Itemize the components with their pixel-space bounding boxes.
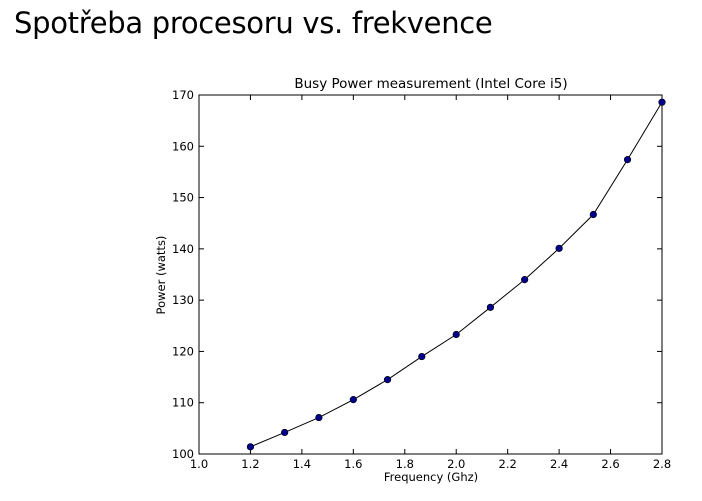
plot-area: 1.0 1.2 1.4 1.6 1.8 2.0 2.2 2.4 2.6 2.8 100 110 120 1… [172,88,671,471]
data-point [623,156,632,164]
y-tick-label: 130 [172,293,194,307]
slide-title: Spotřeba procesoru vs. frekvence [14,6,493,40]
x-tick-label: 1.8 [396,457,414,471]
x-axis-label: Frequency (Ghz) [384,470,478,484]
y-tick-label: 120 [172,344,194,358]
data-point [281,428,289,437]
y-tick-label: 150 [172,191,194,205]
x-tick-label: 2.8 [653,457,671,471]
x-tick-label: 2.4 [550,457,568,471]
data-point [555,244,563,252]
x-tick-label: 2.6 [601,457,619,471]
data-point [452,330,460,339]
plot-frame [198,94,663,455]
data-point [418,352,426,361]
data-point [589,210,597,219]
data-point [349,396,357,404]
data-point [521,276,529,284]
x-tick-label: 1.2 [241,457,259,471]
y-tick-label: 140 [172,242,194,256]
data-point [246,443,255,451]
y-axis-label: Power (watts) [154,236,168,315]
chart-title: Busy Power measurement (Intel Core i5) [294,76,567,92]
x-tick-label: 1.4 [293,457,311,471]
x-tick-label: 2.0 [447,457,465,471]
y-tick-label: 170 [172,88,194,102]
x-tick-label: 2.2 [499,457,517,471]
x-tick-label: 1.6 [344,457,362,471]
y-tick-label: 110 [172,396,194,410]
data-point [658,98,666,106]
y-tick-label: 160 [172,139,194,153]
y-tick-label: 100 [172,447,194,461]
x-tick-label: 1.0 [190,457,208,471]
data-point [486,303,495,311]
data-point [383,376,392,384]
data-point [315,413,323,422]
series-line [250,101,663,448]
